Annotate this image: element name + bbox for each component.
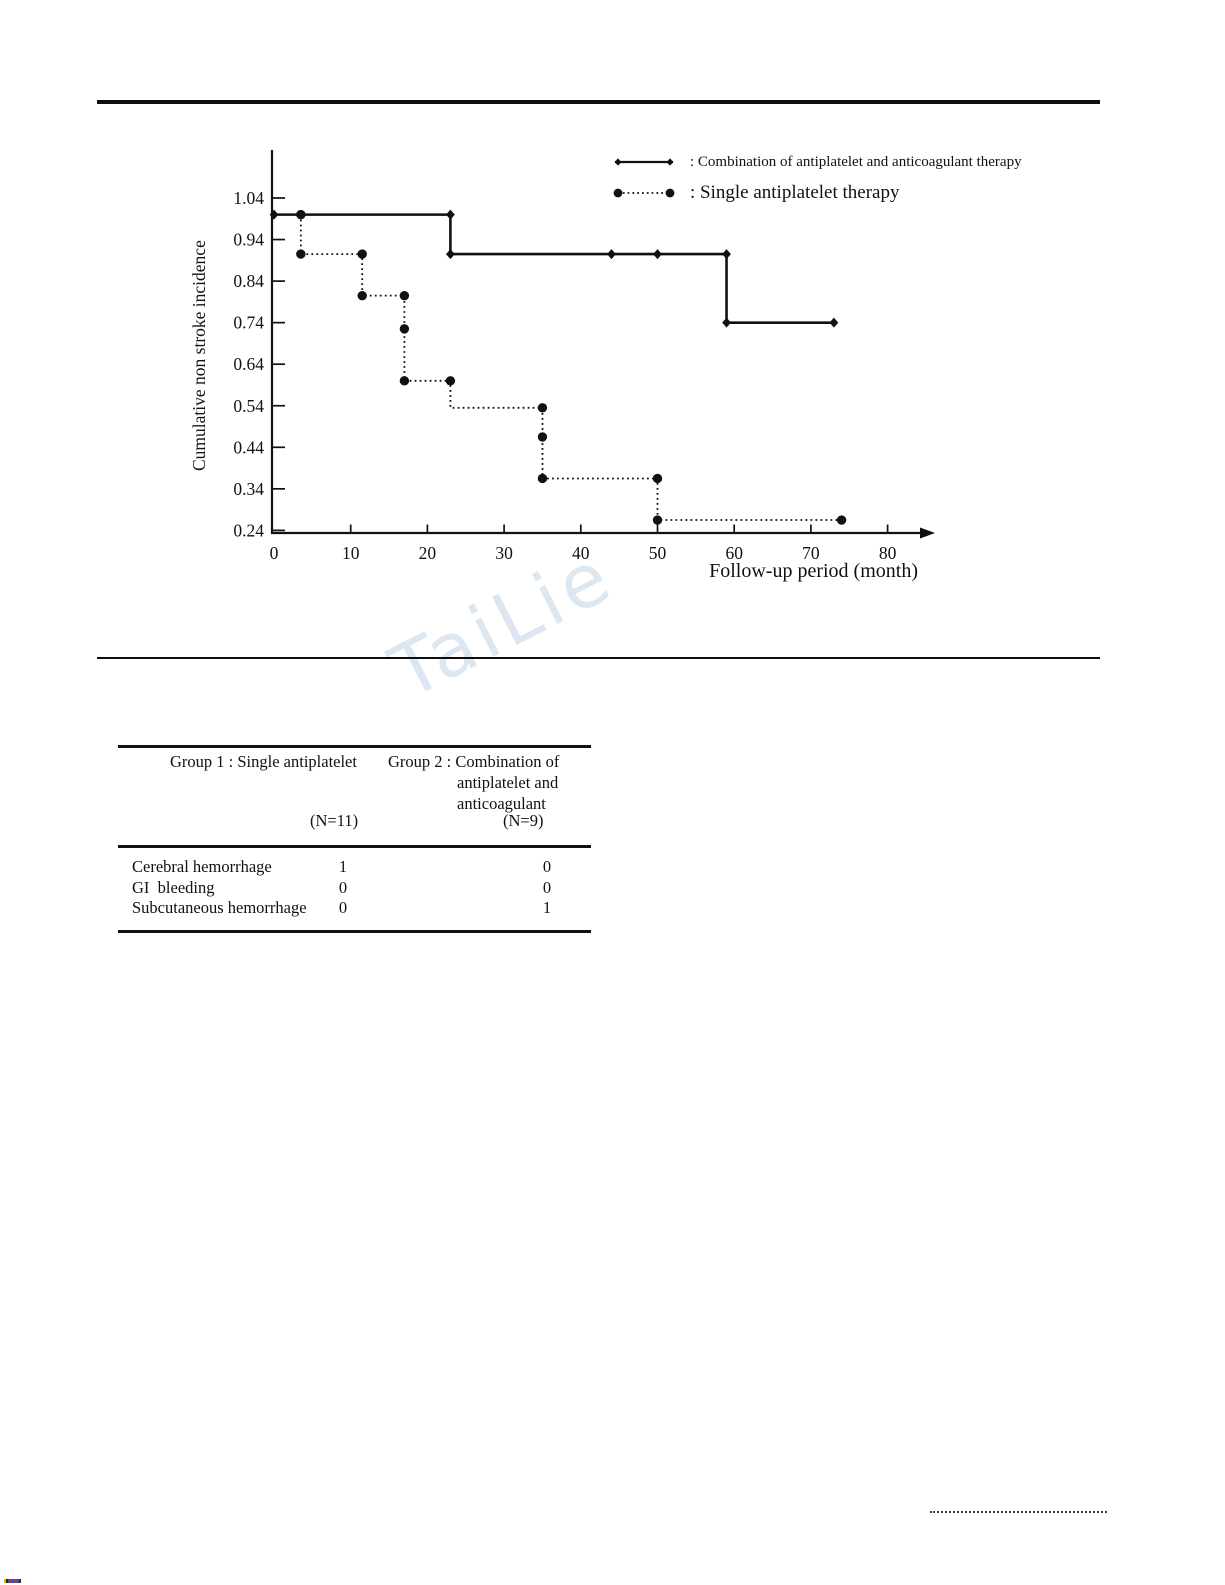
table-header-group1-n: (N=11) xyxy=(310,811,359,830)
x-tick-label: 70 xyxy=(802,543,820,563)
y-axis-label: Cumulative non stroke incidence xyxy=(189,240,209,472)
y-tick-label: 0.74 xyxy=(233,313,264,333)
table-header-group2-n: (N=9) xyxy=(503,811,544,830)
series-line-single-antiplatelet xyxy=(299,214,842,521)
x-axis-arrowhead xyxy=(920,527,935,539)
data-marker-diamond xyxy=(829,317,839,328)
table-row: Cerebral hemorrhage 1 0 xyxy=(118,857,591,878)
print-artifact-segment xyxy=(6,1579,9,1583)
print-artifact-color-strip xyxy=(4,1579,21,1583)
x-axis-label: Follow-up period (month) xyxy=(709,560,918,582)
data-marker-diamond xyxy=(446,209,455,220)
group2-value: 1 xyxy=(542,898,552,917)
x-tick-label: 60 xyxy=(725,543,743,563)
print-artifact-segment xyxy=(10,1579,13,1583)
y-tick-label: 0.54 xyxy=(233,396,264,416)
table-row: GI bleeding 0 0 xyxy=(118,878,591,899)
data-marker-circle xyxy=(652,473,663,484)
x-tick-label: 10 xyxy=(342,543,360,563)
table-mid-rule xyxy=(118,845,591,848)
row-label: GI bleeding xyxy=(132,878,215,897)
data-marker-circle xyxy=(537,403,548,413)
legend-dotted-line-circle-sample xyxy=(613,188,675,198)
print-artifact-segment xyxy=(18,1579,21,1583)
data-marker-circle xyxy=(399,376,410,386)
data-marker-circle xyxy=(357,249,367,259)
table-header-group2-line1: Group 2 : Combination of xyxy=(388,752,560,771)
legend-solid-line-diamond-sample xyxy=(614,158,674,166)
kaplan-meier-chart: 1.04 0.94 0.84 0.74 0.64 0.54 0.44 0.34 0.24 0 10 2… xyxy=(233,150,935,563)
dotted-placeholder-line xyxy=(930,1511,1107,1513)
group1-value: 0 xyxy=(338,898,348,917)
section-divider-rule xyxy=(97,657,1100,659)
data-marker-diamond xyxy=(722,249,731,260)
y-tick-label: 0.94 xyxy=(233,230,264,250)
print-artifact-segment xyxy=(16,1579,19,1583)
y-tick-label: 0.44 xyxy=(233,437,264,457)
group2-value: 0 xyxy=(542,857,552,876)
data-marker-circle xyxy=(836,515,847,525)
table-header-group2-line3: anticoagulant xyxy=(457,794,546,813)
x-tick-label: 80 xyxy=(879,543,897,563)
print-artifact-segment xyxy=(8,1579,11,1583)
x-tick-label: 0 xyxy=(270,543,279,563)
data-marker-diamond xyxy=(607,249,616,260)
bleeding-complications-table: Group 1 : Single antiplatelet Group 2 : … xyxy=(118,737,591,942)
legend-item-combination: : Combination of antiplatelet and antico… xyxy=(612,151,1022,173)
row-label: Subcutaneous hemorrhage xyxy=(132,898,307,917)
data-marker-circle xyxy=(652,515,663,525)
top-divider-rule xyxy=(97,100,1100,104)
data-marker-circle xyxy=(399,324,410,334)
x-tick-label: 40 xyxy=(572,543,590,563)
group1-value: 1 xyxy=(338,857,348,876)
legend-item-single: : Single antiplatelet therapy xyxy=(612,179,899,207)
data-marker-circle xyxy=(537,473,548,484)
group2-value: 0 xyxy=(542,878,552,897)
data-marker-diamond xyxy=(446,249,455,260)
y-tick-label: 1.04 xyxy=(233,188,264,208)
legend-label-combination: : Combination of antiplatelet and antico… xyxy=(690,153,1022,170)
table-bottom-rule xyxy=(118,930,591,933)
y-tick-label: 0.34 xyxy=(233,479,264,499)
table-header-group2-line2: antiplatelet and xyxy=(457,773,559,792)
data-marker-circle xyxy=(357,290,367,301)
data-marker-circle xyxy=(399,290,410,301)
print-artifact-segment xyxy=(4,1579,7,1583)
y-tick-label: 0.64 xyxy=(233,354,264,374)
legend-label-single: : Single antiplatelet therapy xyxy=(690,182,900,203)
x-tick-label: 50 xyxy=(649,543,667,563)
data-marker-diamond xyxy=(722,317,731,328)
table-row: Subcutaneous hemorrhage 0 1 xyxy=(118,898,591,919)
x-tick-label: 20 xyxy=(419,543,437,563)
data-marker-circle xyxy=(537,432,548,442)
data-marker-circle xyxy=(296,209,306,220)
data-marker-diamond xyxy=(269,209,279,220)
print-artifact-segment xyxy=(14,1579,17,1583)
series-line-combination-therapy xyxy=(274,213,834,324)
table-top-rule xyxy=(118,745,591,748)
data-marker-diamond xyxy=(653,249,662,260)
y-tick-label: 0.24 xyxy=(233,520,264,540)
y-tick-label: 0.84 xyxy=(233,271,264,291)
data-marker-circle xyxy=(296,249,306,259)
data-marker-circle xyxy=(445,376,456,386)
row-label: Cerebral hemorrhage xyxy=(132,857,272,876)
print-artifact-segment xyxy=(12,1579,15,1583)
x-tick-label: 30 xyxy=(495,543,513,563)
group1-value: 0 xyxy=(338,878,348,897)
table-header-group1: Group 1 : Single antiplatelet xyxy=(170,752,357,771)
